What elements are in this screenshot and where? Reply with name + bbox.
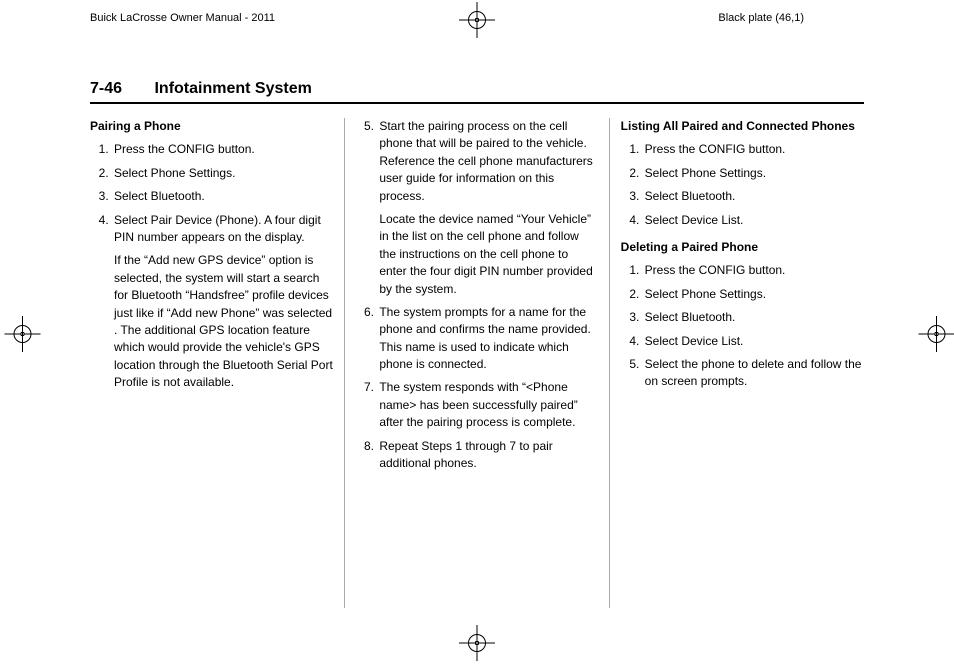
- list-item: Press the CONFIG button.: [112, 141, 333, 158]
- step-text: Start the pairing process on the cell ph…: [379, 119, 592, 203]
- step-text: Select Pair Device (Phone). A four digit…: [114, 213, 321, 244]
- list-item: Select Bluetooth.: [112, 188, 333, 205]
- list-item: Start the pairing process on the cell ph…: [377, 118, 598, 298]
- listing-steps: Press the CONFIG button. Select Phone Se…: [621, 141, 864, 229]
- list-item: The system responds with “<Phone name> h…: [377, 379, 598, 431]
- registration-mark-bottom: [465, 631, 489, 660]
- step-note: If the “Add new GPS device” option is se…: [114, 252, 333, 391]
- list-item: Select the phone to delete and follow th…: [643, 356, 864, 391]
- list-item: Select Phone Settings.: [643, 286, 864, 303]
- doc-title: Buick LaCrosse Owner Manual - 2011: [90, 12, 275, 24]
- heading-listing: Listing All Paired and Connected Phones: [621, 118, 864, 135]
- list-item: Select Device List.: [643, 212, 864, 229]
- list-item: Select Phone Settings.: [112, 165, 333, 182]
- deleting-steps: Press the CONFIG button. Select Phone Se…: [621, 262, 864, 390]
- registration-mark-left: [6, 322, 35, 346]
- list-item: Select Bluetooth.: [643, 309, 864, 326]
- plate-label: Black plate (46,1): [718, 12, 804, 24]
- heading-pairing: Pairing a Phone: [90, 118, 333, 135]
- page-header: 7-46 Infotainment System: [90, 80, 864, 104]
- section-title: Infotainment System: [154, 80, 311, 98]
- page-number: 7-46: [90, 80, 122, 98]
- pairing-steps-part1: Press the CONFIG button. Select Phone Se…: [90, 141, 333, 391]
- list-item: Press the CONFIG button.: [643, 141, 864, 158]
- list-item: Select Pair Device (Phone). A four digit…: [112, 212, 333, 392]
- list-item: Press the CONFIG button.: [643, 262, 864, 279]
- list-item: Select Bluetooth.: [643, 188, 864, 205]
- pairing-steps-part2: Start the pairing process on the cell ph…: [355, 118, 598, 472]
- heading-deleting: Deleting a Paired Phone: [621, 239, 864, 256]
- list-item: The system prompts for a name for the ph…: [377, 304, 598, 374]
- list-item: Select Phone Settings.: [643, 165, 864, 182]
- registration-mark-right: [920, 322, 949, 346]
- list-item: Repeat Steps 1 through 7 to pair additio…: [377, 438, 598, 473]
- list-item: Select Device List.: [643, 333, 864, 350]
- body-content: Pairing a Phone Press the CONFIG button.…: [90, 118, 864, 608]
- print-header: Buick LaCrosse Owner Manual - 2011 Black…: [0, 12, 954, 44]
- step-note: Locate the device named “Your Vehicle” i…: [379, 211, 598, 298]
